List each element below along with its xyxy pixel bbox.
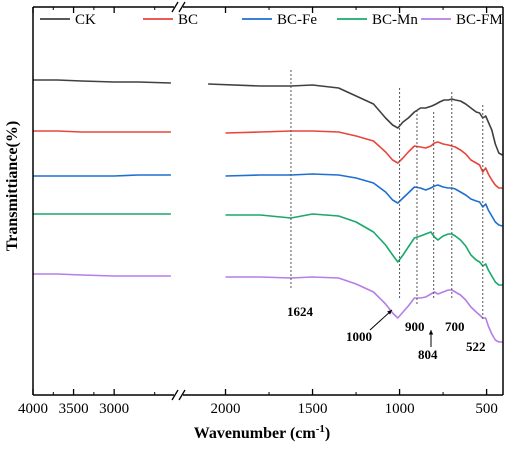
series-line-bc-fm [33,273,171,277]
annotation-label: 1000 [346,329,372,344]
x-tick-label: 1000 [385,401,415,417]
plot-frame [32,1,504,401]
annotation-700: 700 [445,319,465,334]
legend-label: CK [75,12,96,28]
series-line-bc [225,130,503,189]
reference-lines [290,70,484,320]
x-tick-label: 1500 [298,401,328,417]
axis-break-mark [178,1,186,13]
x-axis-title-close: ) [325,425,330,442]
series-line-ck [208,83,503,156]
series-line-bc [33,130,171,133]
legend-label: BC-Fe [277,12,317,28]
annotation-arrowhead [387,310,392,315]
annotation-label: 1624 [287,304,314,319]
x-tick-label: 3000 [99,401,129,417]
legend-item-bc-fm: BC-FM [421,12,503,28]
annotation-arrowhead [428,330,434,335]
x-axis-title-main: Wavenumber (cm [194,425,317,442]
series-layer [33,79,503,343]
annotation-1000: 1000 [346,309,393,344]
annotation-900: 900 [405,319,425,334]
series-line-bc-fe [33,174,171,177]
axis-break-gap [174,391,183,399]
axis-break-mark [171,1,179,13]
x-tick-label: 3500 [59,401,89,417]
legend-item-ck: CK [40,12,96,28]
y-axis-title: Transmittiance(%) [4,121,21,251]
x-axis-title: Wavenumber (cm-1) [194,423,330,442]
x-tick-label: 2000 [211,401,241,417]
axis-break-gap [174,3,183,11]
annotation-label: 804 [418,347,438,362]
legend-item-bc-fe: BC-Fe [242,12,317,28]
annotation-804: 804 [418,330,438,362]
legend-item-bc: BC [143,12,198,28]
annotation-label: 700 [445,319,465,334]
series-line-ck [33,79,171,84]
x-axis-ticks: 4000 3500 3000 2000 1500 1000 500 [18,7,498,417]
legend: CK BC BC-Fe BC-Mn BC-FM [40,12,503,28]
legend-item-bc-mn: BC-Mn [337,12,418,28]
x-axis-title-sup: -1 [316,423,325,435]
series-line-bc-fe [225,173,503,227]
x-tick-label: 4000 [18,401,48,417]
legend-label: BC-FM [456,12,503,28]
annotation-label: 522 [466,339,486,354]
annotation-522: 522 [466,339,486,354]
annotation-label: 900 [405,319,425,334]
legend-label: BC-Mn [372,12,418,28]
axis-break-mark [171,389,179,401]
annotation-1624: 1624 [287,304,314,319]
legend-label: BC [178,12,198,28]
series-line-bc-fm [225,276,503,343]
x-tick-label: 500 [475,401,498,417]
annotation-arrow [369,309,393,331]
axis-break-mark [178,389,186,401]
series-line-bc-mn [225,213,503,286]
